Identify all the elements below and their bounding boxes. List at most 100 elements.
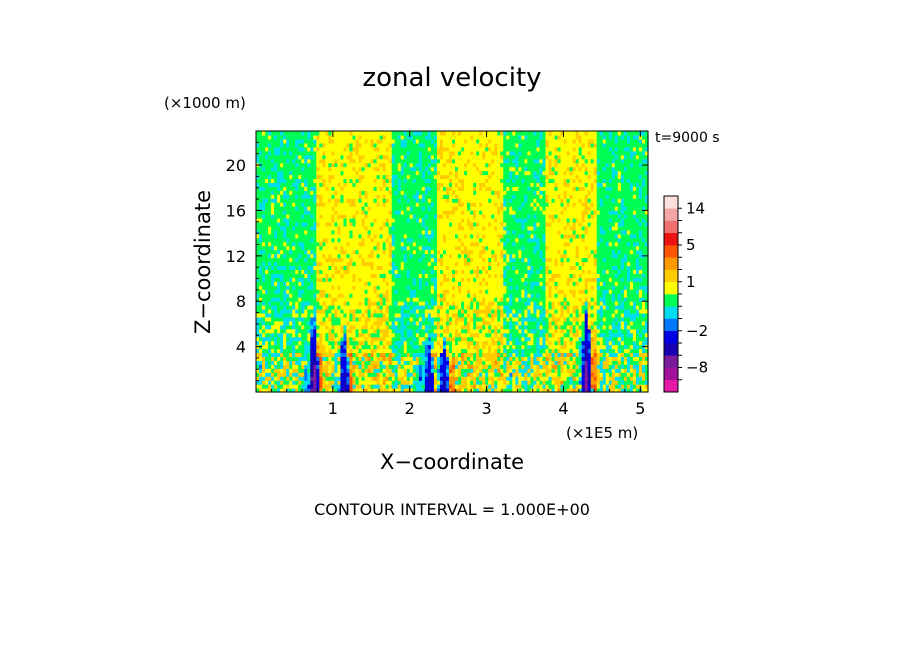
field-cell — [581, 364, 586, 369]
field-cell — [611, 277, 616, 282]
field-cell — [277, 372, 281, 377]
field-cell — [418, 316, 423, 322]
field-cell — [602, 312, 607, 318]
field-cell — [301, 360, 305, 365]
field-cell — [283, 261, 287, 267]
field-cell — [608, 380, 613, 385]
field-cell — [430, 297, 435, 302]
field-cell — [268, 269, 272, 274]
field-cell — [445, 312, 450, 318]
field-cell — [608, 269, 613, 274]
field-cell — [409, 312, 414, 318]
field-cell — [343, 253, 348, 259]
field-cell — [403, 384, 408, 389]
field-cell — [310, 360, 314, 365]
field-cell — [512, 289, 516, 294]
field-cell — [346, 277, 351, 282]
field-cell — [280, 356, 284, 361]
field-cell — [593, 388, 598, 393]
field-cell — [349, 281, 354, 286]
field-cell — [467, 364, 471, 369]
field-cell — [578, 376, 583, 381]
field-cell — [614, 305, 619, 310]
field-cell — [409, 281, 414, 286]
field-cell — [554, 344, 559, 350]
field-cell — [614, 289, 619, 294]
field-cell — [527, 297, 531, 302]
field-cell — [563, 328, 568, 334]
field-cell — [322, 368, 326, 373]
field-cell — [436, 324, 441, 330]
field-cell — [518, 253, 522, 259]
field-cell — [641, 289, 646, 294]
field-cell — [370, 324, 375, 330]
field-cell — [265, 368, 269, 373]
field-cell — [415, 376, 420, 381]
field-cell — [572, 269, 577, 274]
field-cell — [274, 348, 278, 354]
field-cell — [587, 328, 592, 334]
field-cell — [331, 253, 335, 259]
field-cell — [623, 273, 628, 278]
field-cell — [476, 273, 480, 278]
field-cell — [557, 285, 562, 290]
field-cell — [494, 324, 498, 330]
field-cell — [482, 324, 486, 330]
field-cell — [542, 277, 547, 282]
field-cell — [328, 380, 332, 385]
field-cell — [467, 273, 471, 278]
field-cell — [458, 388, 462, 393]
field-cell — [283, 340, 287, 346]
field-cell — [611, 281, 616, 286]
field-cell — [445, 340, 450, 346]
field-cell — [442, 340, 447, 346]
field-cell — [340, 281, 345, 286]
field-cell — [629, 368, 634, 373]
field-cell — [289, 269, 293, 274]
field-cell — [391, 308, 396, 314]
field-cell — [304, 265, 308, 270]
field-cell — [641, 293, 646, 298]
field-cell — [352, 305, 357, 310]
field-cell — [491, 380, 495, 385]
field-cell — [566, 265, 571, 270]
field-cell — [289, 261, 293, 267]
field-cell — [575, 344, 580, 350]
field-cell — [373, 344, 378, 350]
field-cell — [391, 312, 396, 318]
field-cell — [424, 305, 429, 310]
field-cell — [590, 328, 595, 334]
field-cell — [581, 305, 586, 310]
field-cell — [394, 297, 399, 302]
field-cell — [307, 352, 311, 357]
field-cell — [442, 277, 447, 282]
field-cell — [533, 301, 538, 306]
field-cell — [334, 388, 339, 393]
field-cell — [403, 261, 408, 267]
field-cell — [406, 285, 411, 290]
field-cell — [473, 368, 477, 373]
field-cell — [548, 281, 553, 286]
field-cell — [554, 324, 559, 330]
field-cell — [605, 320, 610, 326]
field-cell — [397, 376, 402, 381]
field-cell — [479, 340, 483, 346]
field-cell — [406, 356, 411, 361]
field-cell — [566, 305, 571, 310]
field-cell — [439, 384, 444, 389]
field-cell — [391, 293, 396, 298]
field-cell — [626, 312, 631, 318]
field-cell — [313, 328, 317, 334]
field-cell — [280, 257, 284, 263]
field-cell — [605, 281, 610, 286]
field-cell — [355, 364, 360, 369]
field-cell — [385, 376, 390, 381]
field-cell — [379, 380, 384, 385]
field-cell — [524, 305, 528, 310]
field-cell — [485, 253, 489, 259]
field-cell — [295, 297, 299, 302]
field-cell — [482, 289, 486, 294]
field-cell — [578, 257, 583, 263]
field-cell — [620, 344, 625, 350]
field-cell — [605, 388, 610, 393]
